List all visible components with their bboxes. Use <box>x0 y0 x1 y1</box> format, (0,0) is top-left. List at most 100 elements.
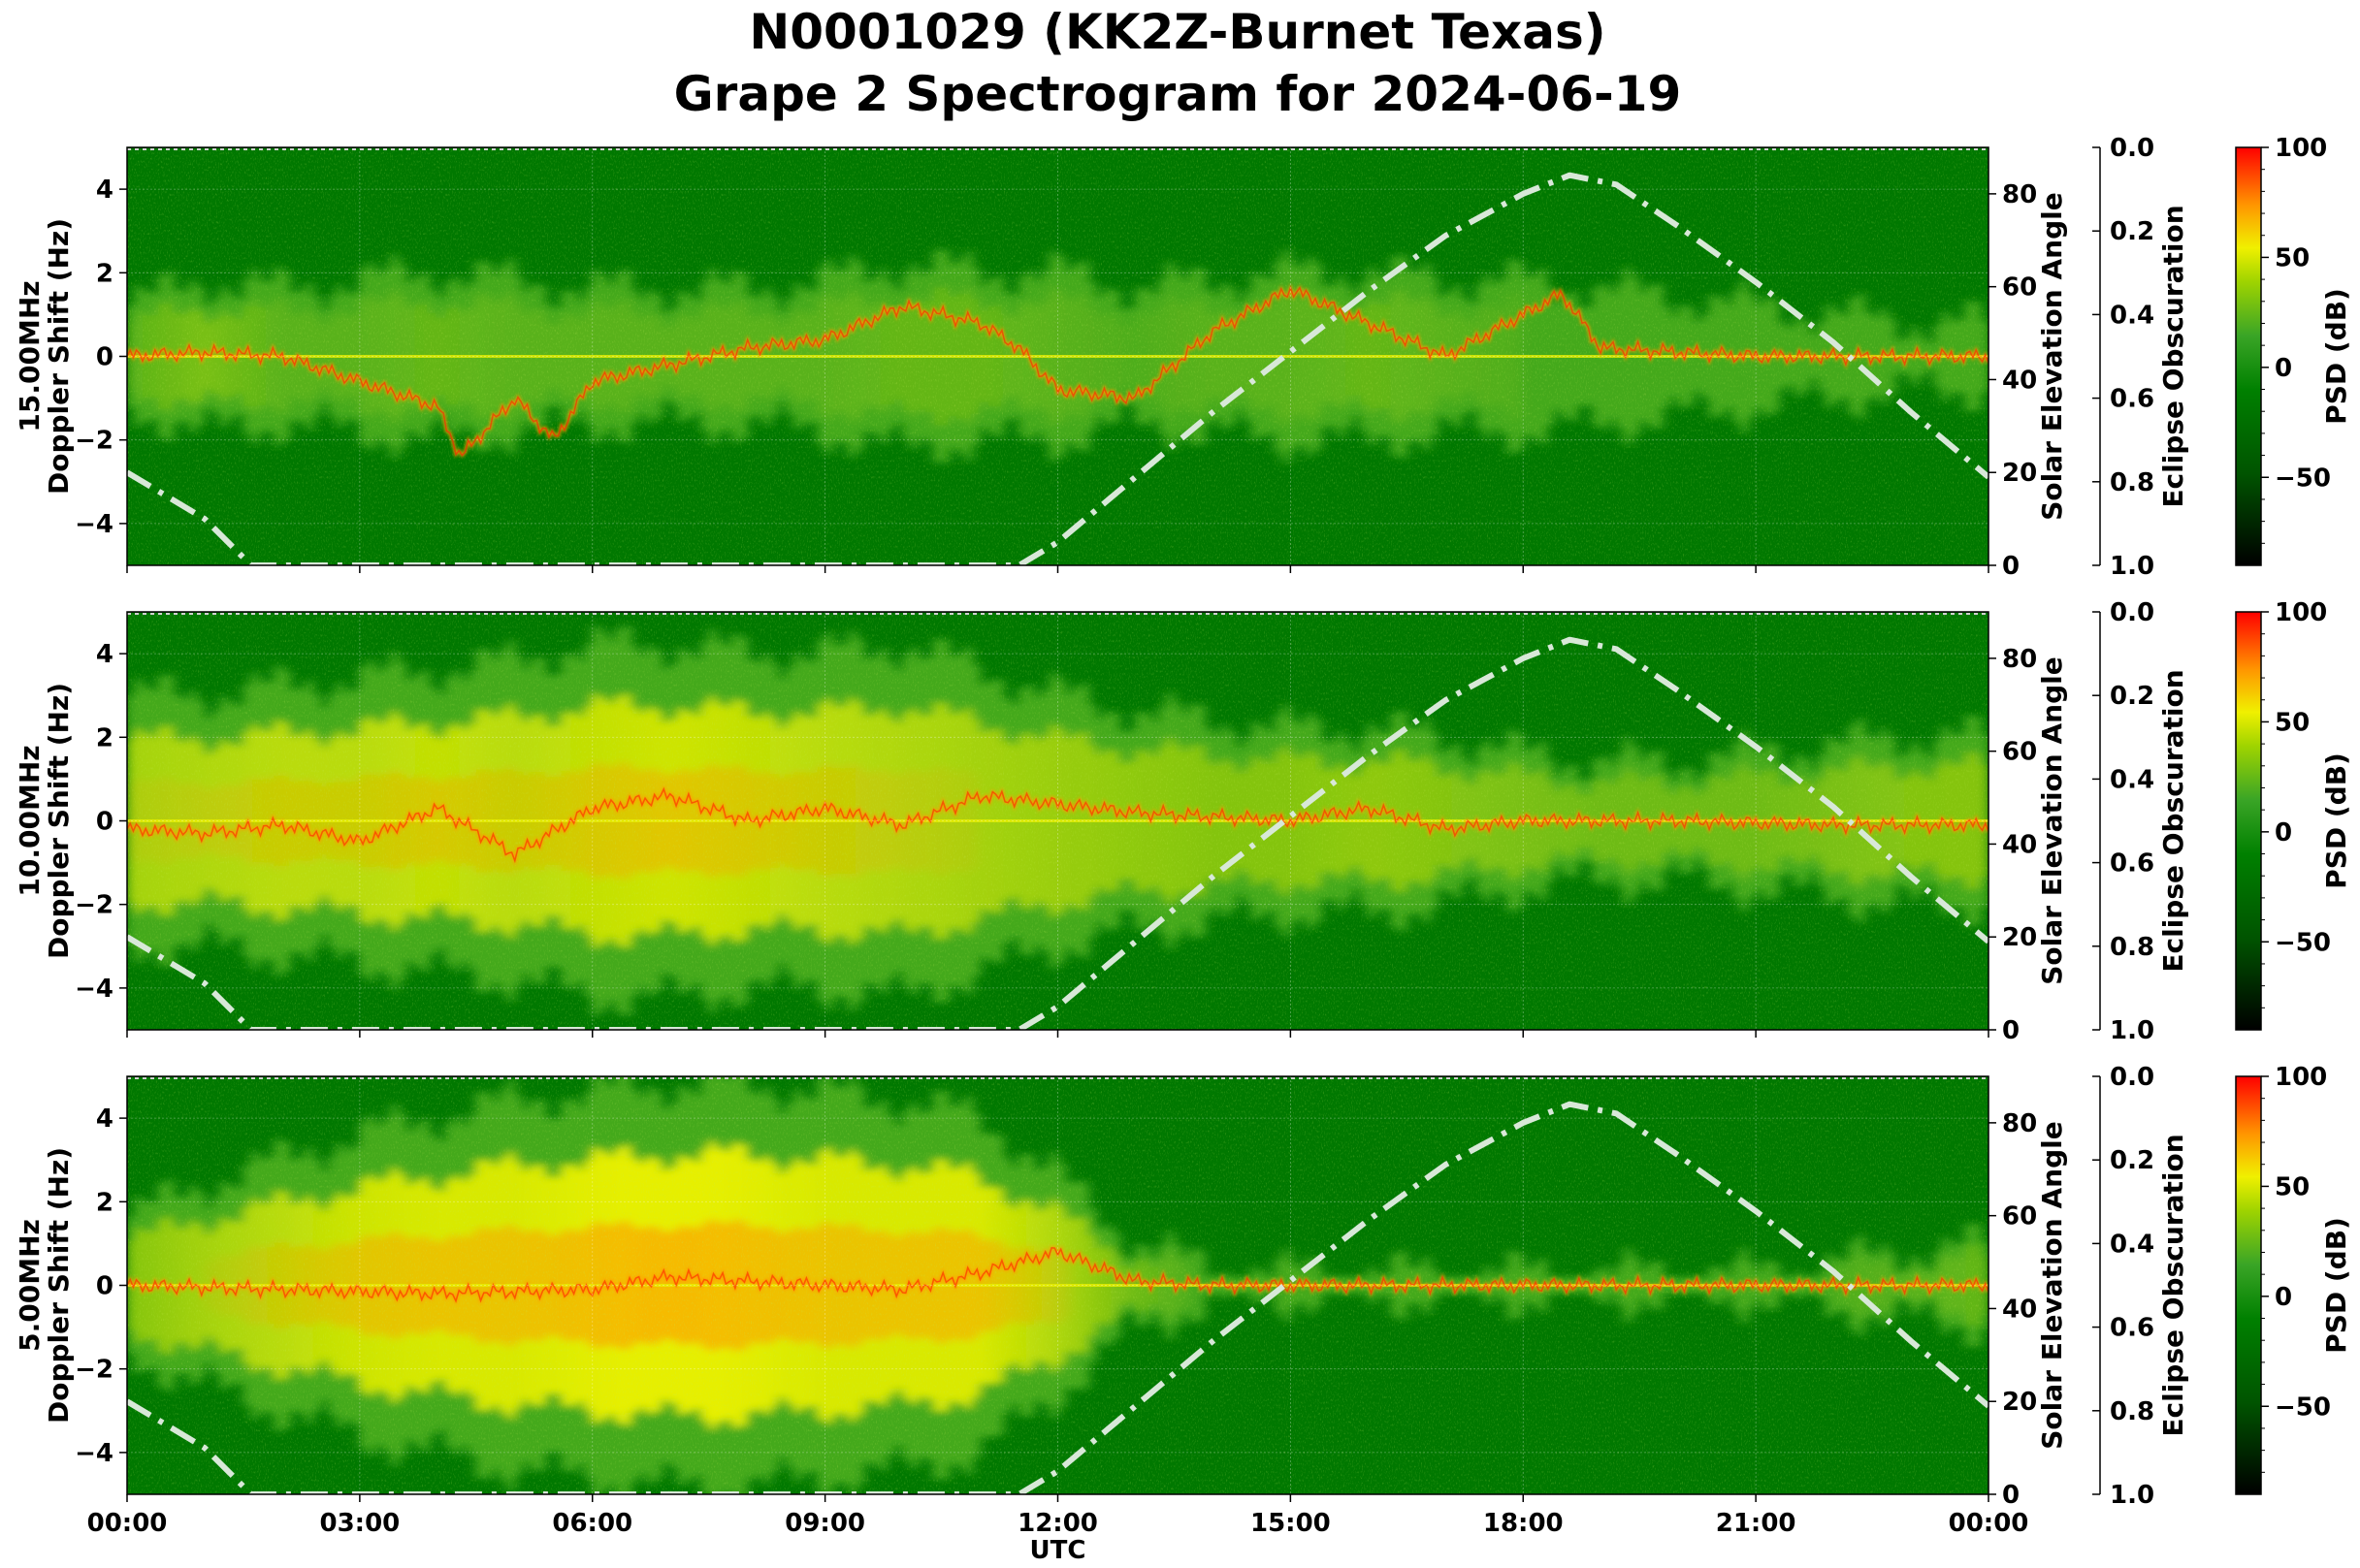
y-axis-label: Doppler Shift (Hz) <box>43 1147 75 1424</box>
y3-tick-label: 0.8 <box>2110 1397 2154 1426</box>
y-tick-label: 4 <box>96 640 113 669</box>
cbar-tick-label: 50 <box>2275 243 2310 272</box>
y3-tick-label: 0.4 <box>2110 765 2154 794</box>
y2-tick-label: 0 <box>2002 552 2020 581</box>
y-tick-label: 2 <box>96 723 113 752</box>
y2-axis-label: Solar Elevation Angle <box>2036 656 2068 984</box>
y3-axis-label: Eclipse Obscuration <box>2157 205 2189 507</box>
x-axis-label: UTC <box>1030 1536 1086 1564</box>
y2-tick-label: 0 <box>2002 1481 2020 1510</box>
cbar-tick-label: 100 <box>2275 1063 2327 1092</box>
x-tick-label: 06:00 <box>552 1509 632 1538</box>
y3-tick-label: 0.6 <box>2110 849 2154 879</box>
cbar-tick-label: 50 <box>2275 1172 2310 1201</box>
y-tick-label: 0 <box>96 808 113 837</box>
doppler-trace-core <box>127 1246 1988 1303</box>
y-tick-label: 0 <box>96 1272 113 1301</box>
x-tick-label: 00:00 <box>87 1509 168 1538</box>
y-tick-label: 2 <box>96 1188 113 1217</box>
y-tick-label: 0 <box>96 343 113 372</box>
y-axis-label: Doppler Shift (Hz) <box>43 683 75 959</box>
y2-tick-label: 80 <box>2002 1109 2037 1138</box>
colorbar <box>2235 611 2262 1031</box>
x-tick-label: 18:00 <box>1483 1509 1564 1538</box>
y-tick-label: −2 <box>75 891 113 920</box>
x-tick-label: 15:00 <box>1250 1509 1331 1538</box>
y3-tick-label: 0.0 <box>2110 598 2154 627</box>
y2-axis-label: Solar Elevation Angle <box>2036 192 2068 520</box>
y3-tick-label: 0.2 <box>2110 1146 2154 1175</box>
y3-tick-label: 0.0 <box>2110 1063 2154 1092</box>
y2-tick-label: 60 <box>2002 738 2037 767</box>
doppler-trace-core <box>127 285 1988 457</box>
y3-tick-label: 0.2 <box>2110 217 2154 246</box>
x-tick-label: 09:00 <box>785 1509 865 1538</box>
x-tick-label: 21:00 <box>1716 1509 1796 1538</box>
y2-axis-label: Solar Elevation Angle <box>2036 1121 2068 1449</box>
y-tick-label: −4 <box>75 1439 113 1468</box>
y3-tick-label: 1.0 <box>2110 1481 2154 1510</box>
y2-tick-label: 40 <box>2002 1295 2037 1324</box>
y2-tick-label: 60 <box>2002 1202 2037 1232</box>
panel-frequency-label: 10.00MHz <box>14 745 46 896</box>
y-tick-label: 4 <box>96 176 113 205</box>
y2-tick-label: 80 <box>2002 645 2037 674</box>
cbar-tick-label: 0 <box>2275 354 2292 383</box>
x-tick-label: 03:00 <box>319 1509 400 1538</box>
cbar-tick-label: 100 <box>2275 134 2327 163</box>
y3-tick-label: 0.8 <box>2110 468 2154 497</box>
colorbar <box>2235 1075 2262 1495</box>
panel-frequency-label: 5.00MHz <box>14 1219 46 1352</box>
x-tick-label: 00:00 <box>1949 1509 2029 1538</box>
chart-title-line1: N0001029 (KK2Z-Burnet Texas) <box>749 4 1605 60</box>
y3-tick-label: 0.4 <box>2110 301 2154 330</box>
y2-tick-label: 80 <box>2002 180 2037 209</box>
doppler-trace-core <box>127 786 1988 864</box>
y3-tick-label: 0.6 <box>2110 385 2154 414</box>
cbar-tick-label: 0 <box>2275 818 2292 848</box>
y2-tick-label: 0 <box>2002 1016 2020 1045</box>
y-tick-label: 4 <box>96 1104 113 1134</box>
y3-axis-label: Eclipse Obscuration <box>2157 1134 2189 1436</box>
y-tick-label: −4 <box>75 975 113 1004</box>
colorbar <box>2235 146 2262 566</box>
cbar-tick-label: 0 <box>2275 1283 2292 1312</box>
cbar-label: PSD (dB) <box>2320 752 2352 889</box>
y2-tick-label: 20 <box>2002 459 2037 488</box>
y3-tick-label: 0.4 <box>2110 1230 2154 1259</box>
cbar-tick-label: −50 <box>2275 1392 2331 1422</box>
y3-axis-label: Eclipse Obscuration <box>2157 669 2189 972</box>
y2-tick-label: 20 <box>2002 923 2037 952</box>
y2-tick-label: 60 <box>2002 273 2037 303</box>
y2-tick-label: 20 <box>2002 1388 2037 1417</box>
y3-tick-label: 1.0 <box>2110 552 2154 581</box>
x-tick-label: 12:00 <box>1018 1509 1098 1538</box>
cbar-tick-label: 100 <box>2275 598 2327 627</box>
y3-tick-label: 0.6 <box>2110 1314 2154 1343</box>
cbar-tick-label: 50 <box>2275 708 2310 737</box>
plot-area <box>127 1076 1988 1494</box>
y-tick-label: −2 <box>75 427 113 456</box>
panel-frequency-label: 15.00MHz <box>14 280 46 432</box>
y3-tick-label: 0.2 <box>2110 682 2154 711</box>
cbar-label: PSD (dB) <box>2320 1217 2352 1354</box>
y2-tick-label: 40 <box>2002 830 2037 859</box>
plot-area <box>127 147 1988 565</box>
y-axis-label: Doppler Shift (Hz) <box>43 218 75 495</box>
plot-area <box>127 612 1988 1030</box>
y2-tick-label: 40 <box>2002 366 2037 395</box>
cbar-label: PSD (dB) <box>2320 288 2352 425</box>
y3-tick-label: 0.8 <box>2110 933 2154 962</box>
y-tick-label: −2 <box>75 1356 113 1385</box>
y3-tick-label: 1.0 <box>2110 1016 2154 1045</box>
y-tick-label: 2 <box>96 259 113 288</box>
chart-title-line2: Grape 2 Spectrogram for 2024-06-19 <box>674 66 1682 122</box>
y-tick-label: −4 <box>75 510 113 539</box>
cbar-tick-label: −50 <box>2275 928 2331 957</box>
